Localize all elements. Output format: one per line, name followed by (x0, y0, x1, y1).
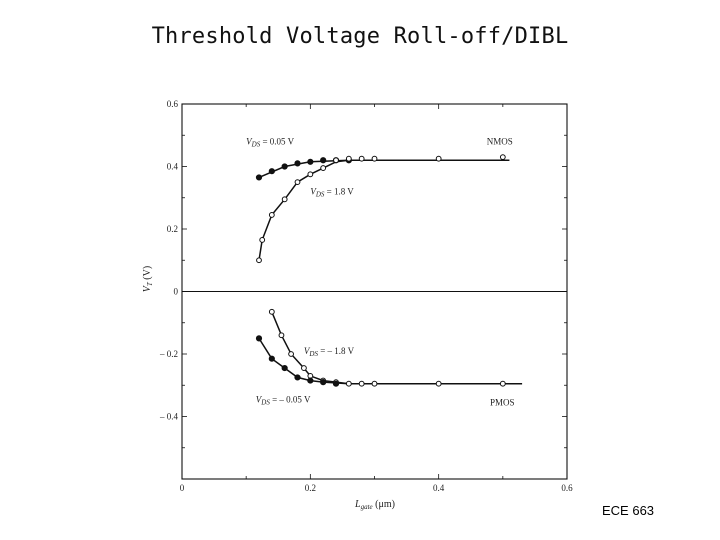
chart-axes: 0.6 0.4 0.2 0 – 0.2 – 0.4 0 0.2 0.4 0.6 Lgate (μm)… (142, 99, 573, 511)
x-tick-label: 0 (180, 483, 185, 493)
x-tick-label: 0.4 (433, 483, 445, 493)
data-point-nmos-vds-1.8 (345, 155, 352, 162)
data-point-pmos-vds-minus-0.05 (255, 335, 263, 342)
series-line-nmos-vds-1.8 (258, 159, 510, 261)
data-point-nmos-vds-1.8 (358, 155, 365, 162)
data-point-nmos-vds-1.8 (307, 171, 314, 178)
data-point-pmos-vds-minus-1.8 (345, 380, 352, 387)
data-point-nmos-vds-1.8 (320, 165, 327, 171)
data-point-nmos-vds-1.8 (259, 237, 266, 243)
data-point-nmos-vds-1.8 (333, 157, 339, 164)
slide-title: Threshold Voltage Roll-off/DIBL (151, 24, 569, 49)
data-point-pmos-vds-minus-1.8 (371, 380, 378, 387)
data-point-pmos-vds-minus-0.05 (307, 377, 314, 384)
x-tick-label: 0.2 (305, 483, 316, 493)
data-point-nmos-vds-1.8 (435, 155, 442, 162)
chart-series-lines (258, 159, 523, 385)
data-point-nmos-vds-1.8 (499, 154, 506, 161)
data-point-pmos-vds-minus-0.05 (294, 374, 301, 381)
course-label: ECE 663 (602, 503, 655, 518)
annotation-nmos_high: VDS = 1.8 V (310, 187, 354, 199)
annotation-pmos: PMOS (490, 398, 515, 408)
data-point-nmos-vds-0.05 (281, 163, 288, 170)
x-axis-label: Lgate (μm) (354, 499, 395, 511)
data-point-pmos-vds-minus-1.8 (435, 380, 442, 387)
y-tick-label: – 0.4 (159, 412, 179, 422)
x-tick-label: 0.6 (561, 483, 573, 493)
data-point-pmos-vds-minus-1.8 (499, 380, 506, 387)
data-point-nmos-vds-0.05 (320, 157, 327, 164)
annotation-nmos: NMOS (487, 137, 513, 147)
data-point-nmos-vds-1.8 (268, 212, 275, 218)
annotation-pmos_high: VDS = – 1.8 V (304, 346, 355, 358)
data-point-nmos-vds-0.05 (255, 174, 263, 181)
y-axis-label: VT (V) (142, 266, 154, 292)
data-point-pmos-vds-minus-0.05 (332, 380, 340, 387)
annotation-nmos_low: VDS = 0.05 V (246, 137, 294, 149)
data-point-pmos-vds-minus-1.8 (288, 351, 294, 357)
annotation-pmos_low: VDS = – 0.05 V (256, 394, 311, 406)
chart-data-points (255, 154, 506, 387)
y-tick-label: – 0.2 (159, 349, 178, 359)
data-point-pmos-vds-minus-1.8 (358, 380, 365, 387)
data-point-nmos-vds-1.8 (256, 257, 262, 264)
y-tick-label: 0.6 (167, 99, 179, 109)
data-point-pmos-vds-minus-1.8 (268, 308, 275, 315)
chart-annotations: VDS = 0.05 V VDS = 1.8 V NMOS VDS = – 1.8 V… (246, 137, 514, 408)
data-point-pmos-vds-minus-1.8 (301, 365, 307, 371)
data-point-nmos-vds-0.05 (294, 160, 301, 167)
data-point-nmos-vds-1.8 (281, 196, 288, 203)
data-point-pmos-vds-minus-0.05 (281, 364, 288, 372)
y-tick-label: 0 (174, 287, 179, 297)
data-point-nmos-vds-0.05 (307, 158, 314, 165)
data-point-nmos-vds-1.8 (294, 179, 301, 186)
y-tick-label: 0.4 (167, 162, 179, 172)
data-point-pmos-vds-minus-0.05 (268, 355, 275, 362)
data-point-pmos-vds-minus-0.05 (320, 379, 327, 386)
data-point-pmos-vds-minus-1.8 (278, 332, 285, 339)
data-point-nmos-vds-0.05 (268, 168, 275, 175)
data-point-nmos-vds-1.8 (371, 155, 378, 162)
y-tick-label: 0.2 (167, 224, 178, 234)
